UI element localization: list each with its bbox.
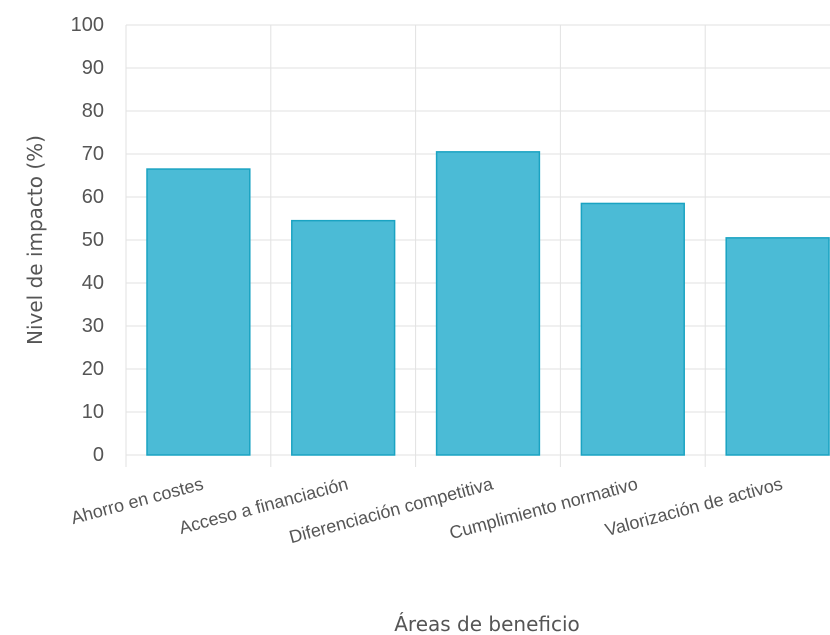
y-tick-label: 90 <box>82 57 104 79</box>
y-tick-labels: 0 10 20 30 40 50 60 70 80 90 100 <box>71 14 104 466</box>
bar <box>580 202 685 456</box>
x-axis-title: Áreas de beneficio <box>394 612 580 635</box>
y-tick-label: 50 <box>82 229 104 251</box>
y-tick-label: 70 <box>82 143 104 165</box>
y-tick-label: 10 <box>82 401 104 423</box>
y-tick-label: 60 <box>82 186 104 208</box>
y-tick-label: 40 <box>82 272 104 294</box>
bars <box>146 151 830 456</box>
bar <box>146 168 251 456</box>
y-tick-label: 0 <box>93 444 104 466</box>
bar <box>291 219 396 456</box>
y-tick-label: 80 <box>82 100 104 122</box>
bar <box>435 151 541 456</box>
y-tick-label: 100 <box>71 14 104 36</box>
y-tick-label: 20 <box>82 358 104 380</box>
bar <box>725 237 830 456</box>
y-axis-title: Nivel de impacto (%) <box>23 135 47 345</box>
y-tick-label: 30 <box>82 315 104 337</box>
